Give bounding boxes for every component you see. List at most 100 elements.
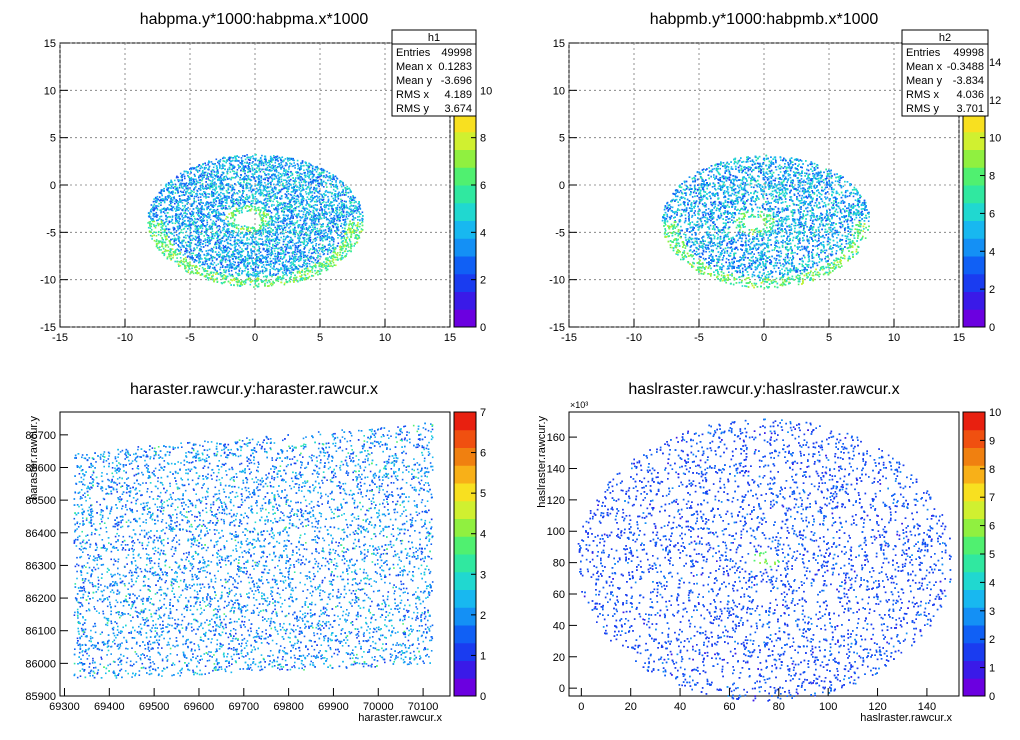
data-point: [258, 162, 261, 164]
data-point: [197, 257, 200, 259]
data-point: [226, 183, 228, 185]
data-point: [233, 226, 236, 228]
data-point: [250, 185, 253, 188]
data-point: [303, 221, 306, 224]
data-point: [330, 182, 332, 185]
data-point: [274, 252, 277, 255]
data-point: [219, 242, 221, 245]
data-point: [211, 267, 214, 269]
data-point: [207, 279, 210, 281]
data-point: [216, 232, 218, 234]
data-point: [189, 187, 191, 189]
data-point: [321, 212, 324, 215]
data-point: [277, 192, 280, 194]
data-point: [233, 219, 236, 222]
data-point: [224, 259, 227, 262]
data-point: [266, 166, 269, 169]
data-point: [233, 264, 235, 266]
data-point: [292, 272, 294, 274]
data-point: [218, 162, 220, 165]
data-point: [169, 204, 172, 207]
data-point: [313, 224, 315, 226]
data-point: [329, 191, 331, 194]
data-point: [255, 169, 257, 172]
data-point: [184, 250, 187, 253]
data-point: [270, 197, 272, 199]
data-point: [266, 210, 268, 212]
data-point: [172, 190, 174, 193]
data-point: [348, 228, 350, 231]
data-point: [276, 197, 278, 199]
data-point: [261, 219, 263, 221]
data-point: [245, 187, 247, 190]
data-point: [313, 192, 316, 194]
data-point: [265, 279, 267, 282]
data-point: [201, 221, 203, 223]
data-point: [293, 197, 295, 200]
data-point: [269, 166, 271, 168]
data-point: [280, 277, 283, 280]
data-point: [308, 174, 311, 177]
data-point: [246, 196, 248, 198]
data-point: [254, 206, 256, 208]
data-point: [217, 241, 220, 244]
data-point: [224, 205, 227, 207]
data-point: [235, 271, 237, 274]
data-point: [270, 260, 273, 262]
data-point: [177, 191, 180, 194]
data-point: [311, 172, 314, 175]
data-point: [256, 249, 259, 252]
data-point: [207, 193, 209, 195]
data-point: [222, 214, 224, 216]
data-point: [330, 250, 333, 252]
data-point: [295, 246, 298, 249]
data-point: [188, 251, 191, 254]
data-point: [251, 238, 254, 241]
data-point: [223, 271, 225, 273]
data-point: [278, 242, 281, 244]
data-point: [201, 258, 203, 260]
data-point: [260, 161, 263, 163]
data-point: [325, 216, 327, 219]
data-point: [282, 220, 284, 222]
data-point: [317, 232, 320, 234]
data-point: [264, 285, 266, 287]
data-point: [151, 208, 153, 210]
data-point: [285, 271, 287, 274]
data-point: [330, 228, 332, 230]
data-point: [162, 219, 164, 222]
data-point: [224, 251, 226, 253]
data-point: [183, 185, 185, 187]
data-point: [210, 250, 212, 252]
data-point: [229, 207, 231, 210]
data-point: [205, 178, 207, 180]
data-point: [280, 220, 282, 222]
data-point: [185, 248, 188, 250]
data-point: [247, 177, 250, 180]
data-point: [163, 201, 166, 204]
data-point: [219, 261, 222, 264]
data-point: [317, 176, 319, 178]
data-point: [235, 234, 238, 237]
data-point: [271, 177, 273, 180]
data-point: [268, 169, 271, 172]
data-point: [217, 215, 220, 217]
data-point: [226, 170, 229, 172]
data-point: [255, 202, 258, 204]
data-point: [255, 274, 258, 277]
data-point: [302, 252, 305, 254]
data-point: [247, 278, 250, 281]
data-point: [279, 197, 281, 199]
data-point: [201, 206, 203, 208]
data-point: [292, 262, 295, 265]
data-point: [167, 216, 170, 218]
data-point: [204, 238, 206, 240]
data-point: [324, 229, 327, 231]
data-point: [205, 229, 208, 231]
data-point: [309, 218, 312, 221]
data-point: [250, 202, 253, 205]
data-point: [247, 165, 250, 167]
data-point: [184, 234, 187, 237]
data-point: [282, 272, 284, 275]
data-point: [198, 241, 200, 244]
